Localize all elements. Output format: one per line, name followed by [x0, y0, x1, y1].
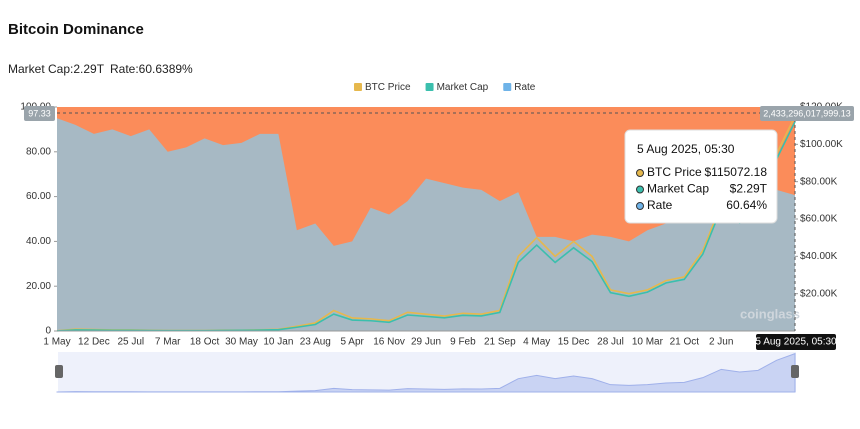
x-tick-label: 21 Oct: [670, 337, 700, 348]
rate-summary: Rate:60.6389%: [110, 62, 193, 76]
x-tick-label: 30 May: [225, 337, 258, 348]
rate-area: [57, 118, 795, 331]
tooltip-dot: [636, 169, 644, 177]
x-tick-label: 12 Dec: [78, 337, 110, 348]
x-tick-label: 15 Dec: [558, 337, 590, 348]
x-tick-label: 18 Oct: [190, 337, 220, 348]
tooltip-dot: [636, 185, 644, 194]
x-tick-label: 10 Jan: [263, 337, 293, 348]
x-tick-label: 16 Nov: [373, 337, 405, 348]
x-tick-label: 1 May: [43, 337, 70, 348]
y2-tick-label: $20.00K: [800, 288, 838, 299]
navigator-area: [56, 352, 796, 393]
crosshair-x-badge: [756, 334, 836, 350]
crosshair-right-badge: [760, 106, 854, 121]
y-tick-label: 0: [45, 326, 51, 337]
crosshair-left-label: 97.33: [28, 108, 51, 118]
x-tick-label: 21 Sep: [484, 337, 516, 348]
tooltip-title: 5 Aug 2025, 05:30: [637, 142, 735, 156]
x-tick-label: 9 Feb: [450, 337, 476, 348]
legend-swatch: [354, 83, 362, 91]
x-tick-label: 2 Jun: [709, 337, 733, 348]
x-tick-label: 25 Jul: [117, 337, 144, 348]
watermark: coinglass: [740, 306, 800, 321]
y2-tick-label: $100.00K: [800, 139, 843, 150]
y-tick-label: 60.00: [26, 191, 51, 202]
tooltip-dot: [636, 202, 644, 210]
crosshair-x-label: 5 Aug 2025, 05:30: [755, 337, 837, 348]
x-tick-label: 10 Mar: [632, 337, 664, 348]
navigator-handle[interactable]: [55, 365, 63, 378]
tooltip-value: $2.29T: [730, 182, 768, 196]
tooltip-value: 60.64%: [726, 198, 767, 212]
y2-tick-label: $80.00K: [800, 176, 838, 187]
legend-label: Market Cap: [437, 82, 489, 93]
x-tick-label: 29 Jun: [411, 337, 441, 348]
tooltip-label: Rate: [647, 198, 673, 212]
tooltip-label: Market Cap: [647, 182, 709, 196]
x-tick-label: 23 Aug: [300, 337, 331, 348]
x-tick-label: 7 Mar: [155, 337, 181, 348]
x-tick-label: 4 May: [523, 337, 550, 348]
tooltip: [624, 129, 778, 224]
tooltip-label: BTC Price: [647, 165, 702, 179]
crosshair-right-label: 2,433,296,017,999.13: [763, 108, 851, 118]
y-tick-label: 20.00: [26, 281, 51, 292]
y-tick-label: 80.00: [26, 146, 51, 157]
navigator-handle[interactable]: [791, 365, 799, 378]
legend-swatch: [503, 83, 512, 91]
y2-tick-label: $60.00K: [800, 214, 838, 225]
legend-label: BTC Price: [365, 82, 411, 93]
x-tick-label: 5 Apr: [341, 337, 365, 348]
y2-tick-label: $40.00K: [800, 251, 838, 262]
tooltip-value: $115072.18: [704, 165, 767, 179]
page-title: Bitcoin Dominance: [8, 21, 144, 38]
market-cap-summary: Market Cap:2.29T: [8, 62, 105, 76]
crosshair-left-badge: [24, 106, 55, 121]
legend-label: Rate: [514, 82, 536, 93]
x-tick-label: 28 Jul: [597, 337, 624, 348]
legend-swatch: [425, 83, 434, 91]
y-tick-label: 40.00: [26, 236, 51, 247]
